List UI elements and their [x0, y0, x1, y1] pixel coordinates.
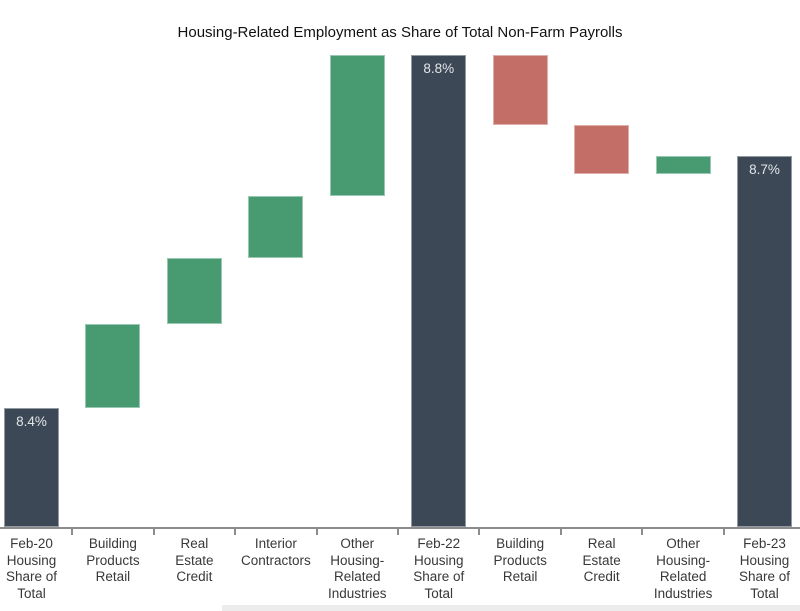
axis-tick	[234, 529, 237, 535]
x-axis-label: Building Products Retail	[86, 536, 140, 584]
axis-tick	[315, 529, 318, 535]
axis-tick	[641, 529, 644, 535]
bar-9-increase	[655, 156, 711, 174]
bar-4-increase	[248, 196, 304, 258]
x-axis-label: Interior Contractors	[240, 536, 311, 568]
x-axis-label: Feb-22 Housing Share of Total	[413, 536, 465, 601]
bar-10-total: 8.7%	[737, 156, 793, 527]
bottom-partial-band	[222, 605, 800, 611]
bar-8-decrease	[574, 125, 630, 174]
axis-tick	[722, 529, 725, 535]
bar-value-label: 8.8%	[423, 60, 455, 76]
axis-tick	[559, 529, 562, 535]
bar-3-increase	[166, 257, 222, 325]
bar-value-label: 8.7%	[749, 162, 780, 178]
axis-tick	[71, 529, 74, 535]
axis-tick	[152, 529, 155, 535]
x-axis-line	[0, 527, 800, 529]
chart-title: Housing-Related Employment as Share of T…	[177, 24, 623, 41]
x-axis-label: Real Estate Credit	[175, 536, 214, 584]
bar-5-increase	[329, 54, 385, 197]
x-axis-label: Other Housing- Related Industries	[328, 536, 387, 601]
x-axis-label: Feb-20 Housing Share of Total	[5, 536, 58, 601]
x-axis-label: Other Housing- Related Industries	[653, 536, 713, 601]
axis-tick	[397, 529, 400, 535]
bar-1-total: 8.4%	[4, 407, 59, 527]
bar-6-total: 8.8%	[411, 54, 467, 527]
x-axis-label: Feb-23 Housing Share of Total	[739, 536, 791, 601]
bar-7-decrease	[492, 54, 548, 126]
x-axis-label: Real Estate Credit	[582, 536, 621, 584]
bar-2-increase	[85, 324, 141, 408]
x-axis-label: Building Products Retail	[493, 536, 547, 584]
bar-value-label: 8.4%	[16, 413, 47, 429]
axis-tick	[478, 529, 481, 535]
